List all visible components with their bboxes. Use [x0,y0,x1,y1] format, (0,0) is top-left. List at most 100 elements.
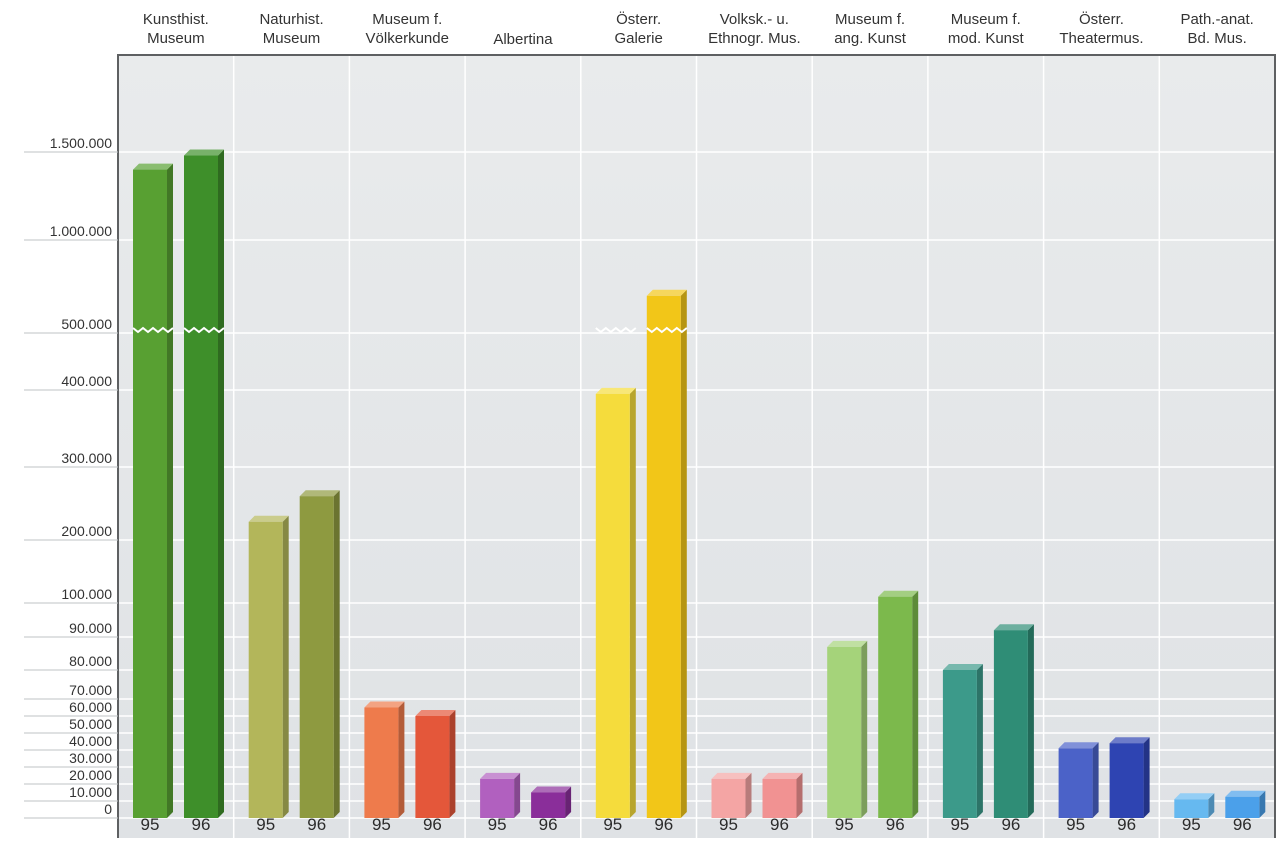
bar-front-face [248,521,283,818]
bar: 95 [1058,742,1099,834]
y-tick-label: 80.000 [69,653,112,669]
bar-front-face [646,295,681,818]
y-tick-label: 50.000 [69,716,112,732]
category-label: Museum f. Völkerkunde [366,11,449,47]
category-label-line: Museum f. [951,11,1021,28]
bar-top-face [1174,793,1215,800]
bar: 95 [248,515,289,834]
bar-side-face [1259,790,1266,818]
bar: 96 [531,786,572,834]
bars: 95 96 95 96 95 96 95 96 95 96 95 96 95 96 95 96 95 96 95 96 [132,149,1266,834]
bar-series-label: 95 [835,815,854,834]
bar-side-face [976,664,983,818]
bar-side-face [1092,742,1099,818]
bar-front-face [1058,748,1093,818]
category-label-line: Museum [147,30,205,47]
bar-side-face [1143,737,1150,818]
bar: 95 [480,772,521,834]
bar-front-face [133,169,167,819]
bar-side-face [861,640,868,818]
y-tick-label: 100.000 [61,586,112,602]
bar: 96 [1225,790,1266,834]
category-label-line: Theatermus. [1059,30,1143,47]
bar: 96 [299,490,340,834]
bar-top-face [942,664,983,670]
bar-side-face [333,490,340,818]
bar-series-label: 96 [192,815,211,834]
bar-side-face [565,786,572,818]
bar-side-face [796,772,803,818]
y-tick-label: 20.000 [69,767,112,783]
bar-side-face [912,590,919,818]
bar-side-face [398,701,405,818]
bar-side-face [218,149,224,818]
plot-frame [117,54,1276,838]
bar-front-face [595,393,630,818]
category-label-line: mod. Kunst [948,30,1025,47]
bar: 95 [364,701,405,834]
y-tick-label: 300.000 [61,450,112,466]
bar-side-face [745,772,752,818]
category-label-line: Österr. [1079,10,1124,28]
axis-break-mark [595,326,637,334]
bar-side-face [680,289,687,818]
category-label: Albertina [493,31,553,48]
bar-series-label: 95 [950,815,969,834]
y-tick-label: 0 [104,801,112,817]
category-label: Naturhist. Museum [259,11,323,47]
bar-side-face [282,515,289,818]
bar-top-face [762,772,803,779]
bar: 96 [878,590,919,834]
y-tick-label: 30.000 [69,750,112,766]
category-label-line: Volksk.- u. [720,11,789,28]
category-label-line: Museum f. [372,11,442,28]
bar-top-face [299,490,340,497]
bar-side-face [449,710,456,818]
category-label: Kunsthist. Museum [143,11,209,47]
category-label-line: Ethnogr. Mus. [708,30,801,47]
bar-series-label: 96 [1233,815,1252,834]
bar: 96 [183,149,225,834]
bar-top-face [480,772,521,779]
category-label-line: Österr. [616,10,661,28]
y-tick-label: 400.000 [61,373,112,389]
bar-series-label: 96 [1117,815,1136,834]
bar-side-face [629,387,636,818]
bar-series-label: 96 [654,815,673,834]
bar-top-face [1225,790,1266,797]
bar-front-face [480,778,515,818]
category-label: Path.-anat. Bd. Mus. [1180,11,1253,47]
bar-series-label: 95 [719,815,738,834]
bar: 96 [646,289,688,834]
y-tick-label: 500.000 [61,316,112,332]
bar-top-face [133,163,173,170]
axis-break-mark [183,326,225,334]
y-tick-label: 60.000 [69,699,112,715]
category-label-line: Kunsthist. [143,11,209,28]
bar-top-face [1058,742,1099,749]
category-label: Österr. Galerie [614,10,662,47]
bar-top-face [595,387,636,394]
y-tick-label: 200.000 [61,523,112,539]
category-label-line: Galerie [614,30,662,47]
bar-top-face [248,515,289,522]
bar-series-label: 96 [886,815,905,834]
bar: 96 [415,710,456,834]
category-labels: Kunsthist. Museum Naturhist. Museum Museum f… [143,10,1254,48]
bar-front-face [531,792,566,818]
y-tick-label: 1.500.000 [50,135,112,151]
bar-series-label: 95 [372,815,391,834]
axis-break-mark [132,326,174,334]
bar-series-label: 96 [1001,815,1020,834]
y-tick-label: 10.000 [69,784,112,800]
bar-top-face [711,772,752,779]
category-label-line: Bd. Mus. [1188,30,1247,47]
bar-front-face [1109,743,1144,818]
category-label: Volksk.- u. Ethnogr. Mus. [708,11,801,47]
bar-front-face [827,646,862,818]
category-label-line: Naturhist. [259,11,323,28]
bar-top-face [827,640,868,647]
y-axis-ticks: 010.00020.00030.00040.00050.00060.00070.… [24,135,118,819]
